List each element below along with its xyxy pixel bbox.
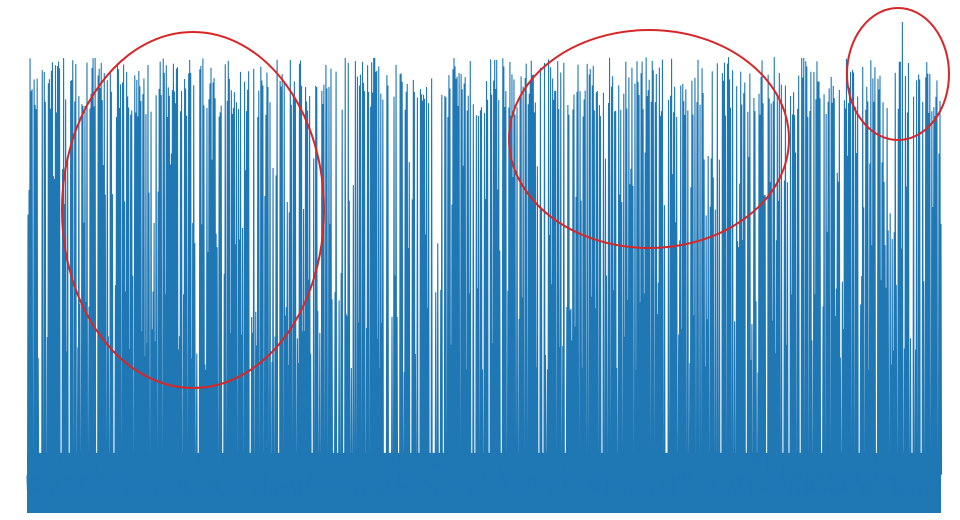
plot-area [26,22,943,513]
annotation-ellipse-middle [508,29,790,249]
annotation-ellipse-right [846,7,950,141]
signal-series-line [26,22,943,499]
annotation-ellipse-left [61,31,325,389]
annotations [61,7,950,389]
